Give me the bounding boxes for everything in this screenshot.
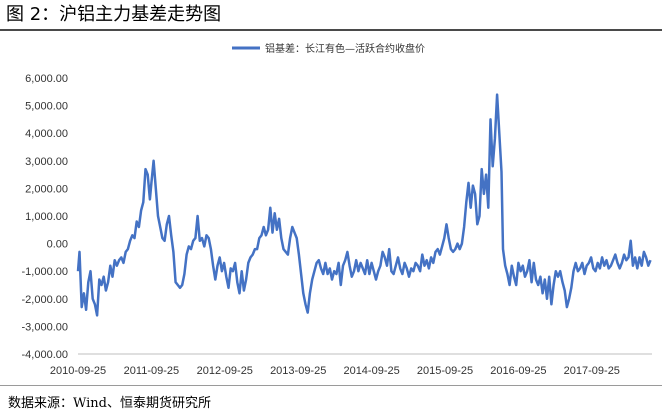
footer-divider [0, 385, 662, 386]
y-tick-label: 0.00 [47, 239, 68, 251]
x-tick-label: 2013-09-25 [270, 365, 326, 377]
x-tick-label: 2012-09-25 [197, 365, 253, 377]
title-divider [0, 29, 662, 31]
x-tick-label: 2010-09-25 [50, 365, 106, 377]
y-tick-label: -2,000.00 [22, 294, 68, 306]
figure-title: 图 2：沪铝主力基差走势图 [6, 4, 222, 25]
y-tick-label: 2,000.00 [25, 183, 68, 195]
x-tick-label: 2014-09-25 [343, 365, 399, 377]
legend-label: 铝基差：长江有色—活跃合约收盘价 [265, 42, 425, 55]
y-tick-label: 6,000.00 [25, 73, 68, 85]
source-note: 数据来源：Wind、恒泰期货研究所 [8, 396, 211, 411]
y-tick-label: -1,000.00 [22, 266, 68, 278]
series-line [76, 93, 652, 317]
x-tick-label: 2011-09-25 [124, 365, 179, 377]
legend: 铝基差：长江有色—活跃合约收盘价 [232, 42, 425, 55]
y-tick-label: -3,000.00 [22, 321, 68, 333]
basis-line-chart: 铝基差：长江有色—活跃合约收盘价 6,000.00 5,000.00 4,000.0… [22, 42, 652, 377]
x-tick-label: 2016-09-25 [490, 365, 546, 377]
x-tick-label: 2017-09-25 [564, 365, 620, 377]
y-tick-label: -4,000.00 [22, 349, 68, 361]
y-tick-label: 4,000.00 [25, 128, 68, 140]
x-tick-label: 2015-09-25 [417, 365, 473, 377]
y-tick-label: 1,000.00 [25, 211, 68, 223]
y-tick-label: 3,000.00 [25, 156, 68, 168]
y-tick-label: 5,000.00 [25, 101, 68, 113]
x-axis: 2010-09-25 2011-09-25 2012-09-25 2013-09-25… [50, 353, 652, 377]
y-axis: 6,000.00 5,000.00 4,000.00 3,000.00 2,000.00… [22, 73, 68, 361]
